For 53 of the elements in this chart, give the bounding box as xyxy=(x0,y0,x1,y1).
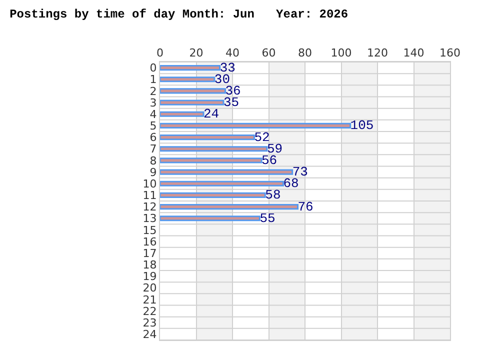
y-tick-label: 7 xyxy=(150,142,157,156)
y-tick-label: 1 xyxy=(150,73,157,86)
x-tick-label: 120 xyxy=(367,46,388,60)
y-tick-label: 15 xyxy=(142,224,157,237)
x-tick-label: 160 xyxy=(440,46,460,60)
data-label: 68 xyxy=(283,176,299,192)
chart-title: Postings by time of day Month: Jun Year: 2026 xyxy=(10,7,348,22)
bar xyxy=(160,180,284,186)
y-tick-label: 0 xyxy=(150,62,157,75)
bar xyxy=(160,76,216,82)
bar xyxy=(160,134,255,140)
x-tick-label: 20 xyxy=(189,46,204,60)
x-tick-label: 100 xyxy=(330,46,352,60)
y-tick-label: 18 xyxy=(142,258,157,272)
bar xyxy=(160,122,352,128)
bar xyxy=(160,169,294,175)
bar xyxy=(160,100,224,106)
x-tick-label: 140 xyxy=(403,46,424,60)
bar xyxy=(160,65,221,71)
data-label: 58 xyxy=(265,188,281,203)
y-tick-label: 23 xyxy=(142,316,157,330)
data-label: 76 xyxy=(298,199,314,214)
y-tick-label: 19 xyxy=(142,270,157,284)
data-label: 24 xyxy=(204,106,220,122)
y-tick-label: 21 xyxy=(142,293,157,306)
y-tick-label: 16 xyxy=(142,235,157,248)
bar xyxy=(160,216,260,222)
x-tick-label: 80 xyxy=(298,46,312,60)
y-tick-label: 10 xyxy=(142,177,157,190)
x-tick-label: 60 xyxy=(262,46,276,60)
y-tick-label: 8 xyxy=(150,154,157,168)
bar xyxy=(160,158,262,164)
y-tick-label: 24 xyxy=(142,328,157,342)
data-label: 55 xyxy=(260,210,276,226)
y-tick-label: 5 xyxy=(150,120,157,133)
bar xyxy=(160,192,266,198)
y-tick-label: 2 xyxy=(150,84,157,98)
data-label: 105 xyxy=(350,118,374,134)
y-tick-label: 13 xyxy=(142,212,157,226)
y-tick-label: 9 xyxy=(150,166,157,179)
y-tick-label: 17 xyxy=(142,246,157,260)
bar xyxy=(160,204,298,210)
y-tick-label: 3 xyxy=(150,96,157,110)
x-tick-label: 40 xyxy=(226,46,240,60)
bar xyxy=(160,111,204,117)
bar xyxy=(160,88,226,94)
y-tick-label: 12 xyxy=(142,200,157,214)
y-tick-label: 20 xyxy=(142,282,157,295)
y-tick-label: 22 xyxy=(142,304,157,318)
y-tick-label: 11 xyxy=(142,189,157,202)
y-tick-label: 6 xyxy=(150,131,157,144)
bar xyxy=(160,146,268,152)
y-tick-label: 4 xyxy=(150,108,157,121)
